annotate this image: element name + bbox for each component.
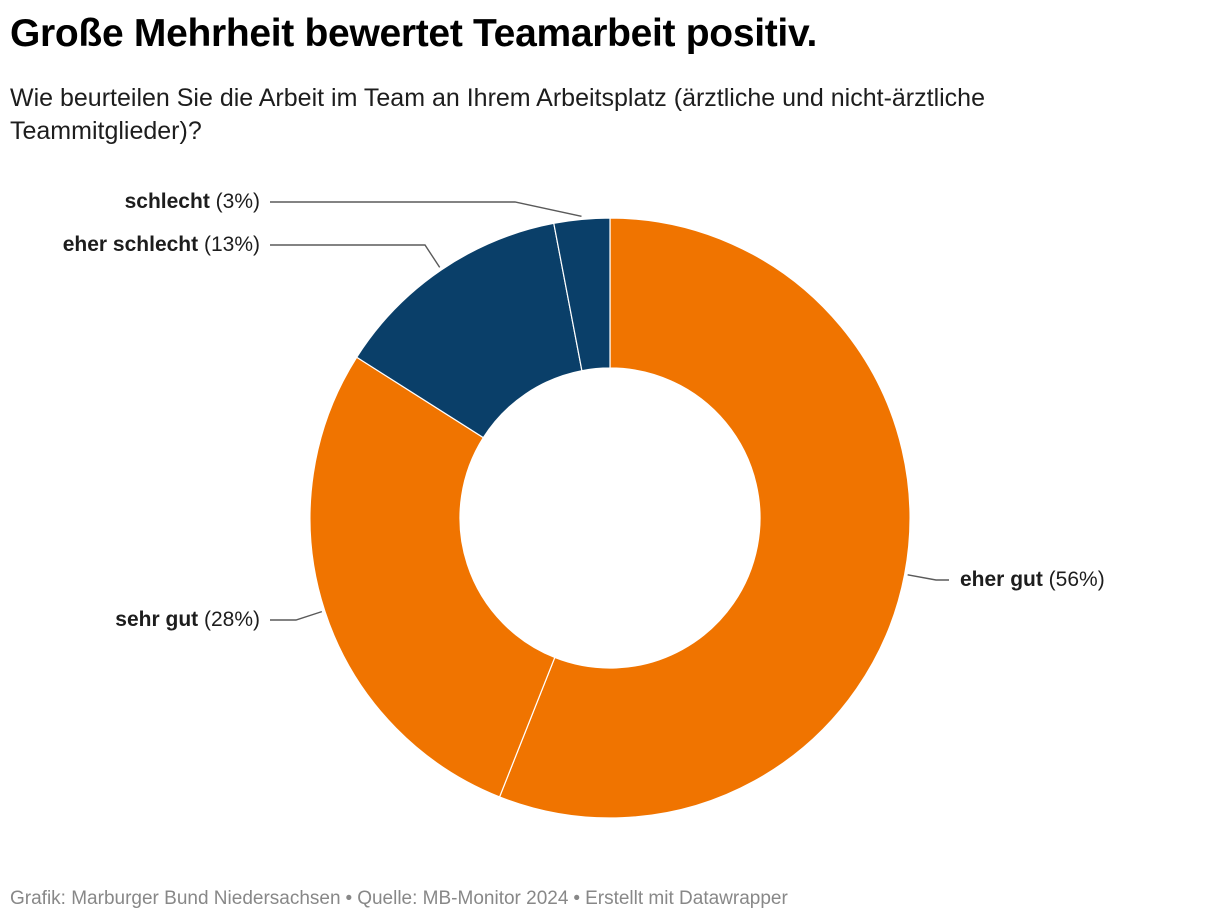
slice-label-category: schlecht: [125, 190, 210, 213]
slice-label-category: sehr gut: [115, 608, 198, 631]
chart-title: Große Mehrheit bewertet Teamarbeit posit…: [10, 12, 817, 55]
footer-credit: Grafik: Marburger Bund Niedersachsen: [10, 888, 341, 909]
slice-label: eher schlecht (13%): [63, 233, 260, 256]
slice-label-category: eher gut: [960, 568, 1043, 591]
footer-separator: •: [345, 888, 353, 909]
slice-label-value: (3%): [210, 190, 260, 213]
donut-slice-schlecht: [553, 217, 611, 372]
donut-slice-sehr-gut: [309, 356, 556, 798]
footer-tool: Erstellt mit Datawrapper: [585, 888, 788, 909]
leader-line: [907, 574, 949, 581]
donut-slice-eher-gut: [498, 217, 911, 819]
slice-label: sehr gut (28%): [115, 608, 260, 631]
footer: Grafik: Marburger Bund Niedersachsen • Que…: [10, 888, 788, 910]
leader-line: [270, 610, 323, 621]
slice-label-category: eher schlecht: [63, 233, 198, 256]
slice-label: schlecht (3%): [125, 190, 260, 213]
chart-subtitle: Wie beurteilen Sie die Arbeit im Team an…: [10, 84, 985, 145]
slice-label-value: (56%): [1043, 568, 1105, 591]
slice-label-value: (28%): [198, 608, 260, 631]
slice-label: eher gut (56%): [960, 568, 1105, 591]
footer-source: Quelle: MB-Monitor 2024: [357, 888, 569, 909]
slice-label-value: (13%): [198, 233, 260, 256]
leader-line: [270, 201, 582, 218]
footer-separator: •: [573, 888, 581, 909]
leader-line: [270, 244, 441, 268]
